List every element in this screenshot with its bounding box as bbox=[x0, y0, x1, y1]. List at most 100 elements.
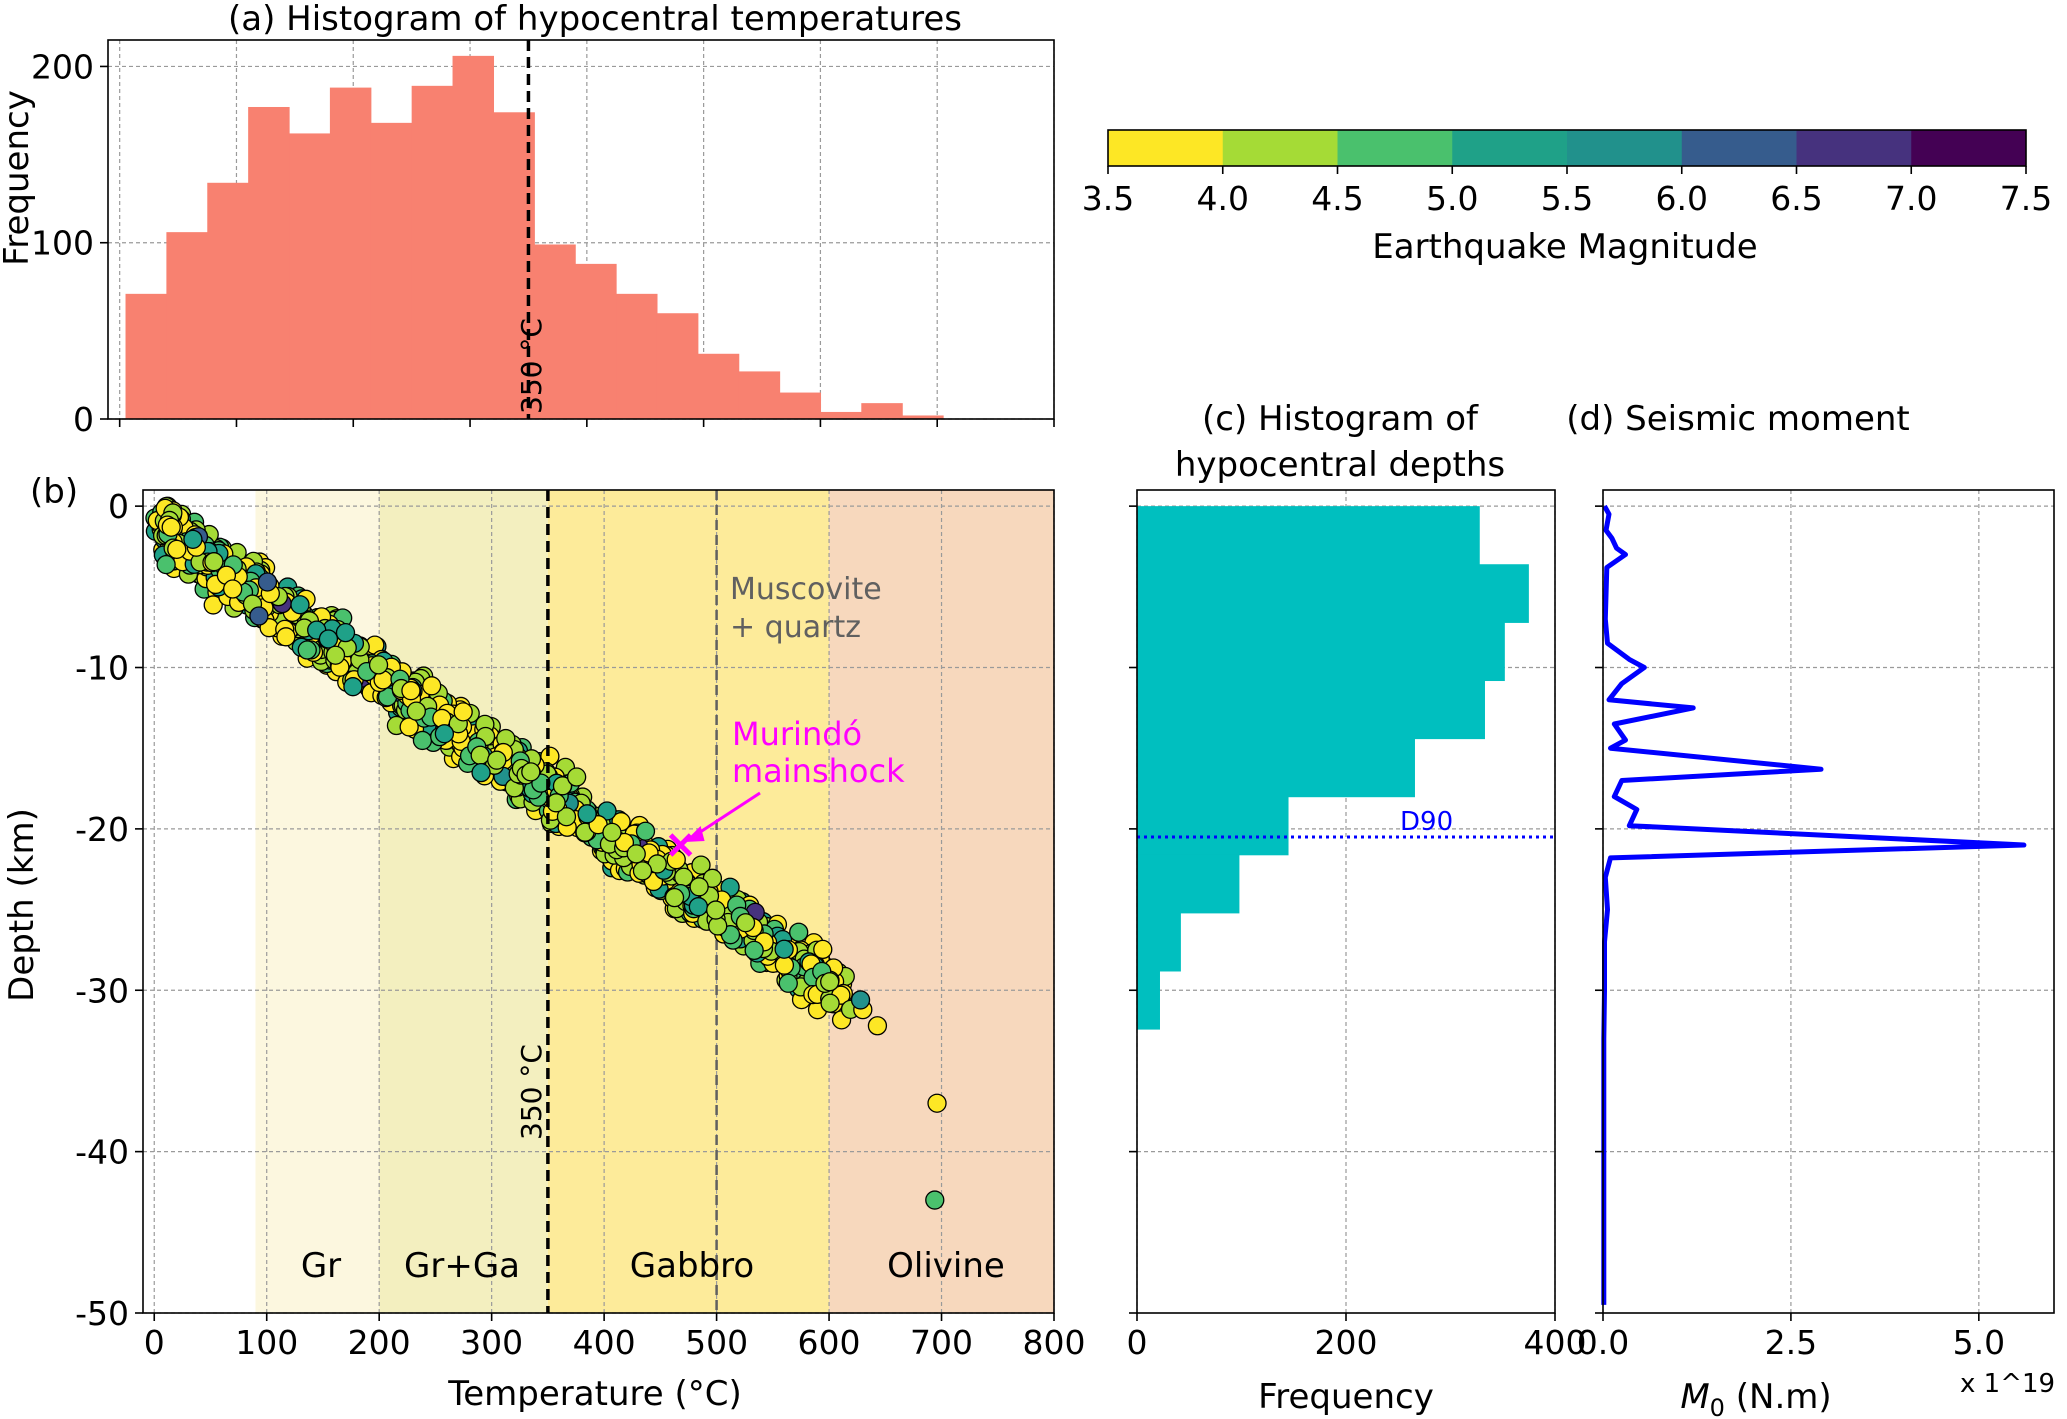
mainshock-label-1: Murindó bbox=[732, 715, 862, 753]
x-tick-label: 500 bbox=[685, 1323, 748, 1362]
hypocenter-point bbox=[664, 887, 685, 908]
xlabel-sub: 0 bbox=[1710, 1394, 1725, 1419]
colorbar-segment bbox=[1796, 130, 1912, 166]
panel-a-350-label: 350 °C bbox=[515, 318, 548, 414]
hypocenter-point bbox=[774, 955, 795, 975]
histogram-bar bbox=[1137, 796, 1289, 856]
hypocenter-point bbox=[867, 1016, 888, 1036]
y-tick-label: 0 bbox=[108, 487, 129, 526]
histogram-bar bbox=[861, 403, 903, 419]
panel-d-line: 0.0 2.5 5.0 bbox=[1577, 489, 2055, 1362]
colorbar-label: Earthquake Magnitude bbox=[1372, 227, 1757, 267]
panel-d-xlabel: M0 (N.m) bbox=[1680, 1377, 1831, 1419]
mainshock-label-2: mainshock bbox=[732, 752, 905, 790]
hypocenter-point bbox=[183, 529, 203, 550]
panel-b-350-label: 350 °C bbox=[515, 1044, 548, 1140]
moment-line bbox=[1601, 504, 2027, 1305]
panel-b-scatter: 0 100 200 300 400 500 600 700 800 0 -10 -20 -30 -40 -5… bbox=[75, 487, 1085, 1362]
panel-d-title: (d) Seismic moment bbox=[1566, 399, 1910, 439]
colorbar-tick-label: 5.0 bbox=[1426, 179, 1478, 218]
x-tick-label: 0.0 bbox=[1577, 1323, 1629, 1362]
hypocenter-point bbox=[706, 900, 726, 920]
histogram-bar bbox=[534, 244, 576, 419]
histogram-bar bbox=[370, 122, 413, 419]
panel-b-xlabel: Temperature (°C) bbox=[447, 1374, 741, 1414]
hypocenter-point bbox=[614, 832, 635, 853]
hypocenter-point bbox=[820, 993, 840, 1013]
panel-d-multiplier: x 1^19 bbox=[1960, 1369, 2055, 1399]
hypocenter-point bbox=[249, 606, 269, 626]
hypocenter-point bbox=[744, 940, 764, 961]
x-tick-label: 2.5 bbox=[1765, 1323, 1817, 1362]
hypocenter-point bbox=[223, 579, 243, 599]
colorbar-segment bbox=[1222, 130, 1338, 166]
x-tick-label: 600 bbox=[798, 1323, 861, 1362]
hypocenter-point bbox=[577, 804, 597, 824]
hypocenter-point bbox=[453, 702, 473, 722]
hypocenter-point bbox=[276, 627, 296, 647]
hypocenter-point bbox=[626, 844, 646, 864]
colorbar-tick-label: 5.5 bbox=[1541, 179, 1593, 218]
x-tick-label: 200 bbox=[1315, 1323, 1378, 1362]
colorbar-segment bbox=[1337, 130, 1453, 166]
colorbar-tick-label: 6.5 bbox=[1770, 179, 1822, 218]
hypocenter-point bbox=[167, 539, 187, 559]
histogram-bar bbox=[1137, 854, 1240, 914]
hypocenter-point bbox=[257, 572, 278, 592]
hypocenter-point bbox=[434, 724, 455, 744]
hypocenter-point bbox=[688, 897, 709, 917]
hypocenter-point bbox=[602, 822, 622, 843]
hypocenter-point bbox=[406, 701, 426, 721]
panel-c-histogram: 0 200 400 bbox=[1127, 489, 1587, 1362]
y-tick-label: 0 bbox=[73, 400, 94, 439]
hypocenter-point bbox=[850, 990, 871, 1010]
panel-b-ylabel: Depth (km) bbox=[2, 808, 42, 1002]
colorbar-tick-label: 3.5 bbox=[1082, 179, 1134, 218]
hypocenter-point bbox=[204, 552, 224, 572]
hypocenter-point bbox=[399, 717, 419, 737]
xlabel-m: M bbox=[1680, 1377, 1709, 1417]
y-tick-label: -10 bbox=[75, 649, 129, 688]
hypocenter-point bbox=[927, 1093, 947, 1113]
panel-b-label: (b) bbox=[30, 472, 78, 512]
hypocenter-point bbox=[487, 750, 507, 770]
hypocenter-point bbox=[632, 861, 653, 881]
histogram-bar bbox=[697, 353, 740, 419]
zone-olivine bbox=[829, 490, 1054, 1313]
hypocenter-point bbox=[521, 762, 541, 782]
hypocenter-point bbox=[156, 554, 176, 575]
xlabel-rest: (N.m) bbox=[1725, 1377, 1832, 1417]
histogram-bar bbox=[1137, 622, 1505, 682]
hypocenter-point bbox=[422, 676, 442, 696]
hypocenter-point bbox=[778, 973, 798, 993]
x-tick-label: 0 bbox=[1127, 1323, 1148, 1362]
y-tick-label: -30 bbox=[75, 971, 129, 1010]
colorbar-segment bbox=[1452, 130, 1568, 166]
zone-label-gabbro: Gabbro bbox=[630, 1246, 754, 1286]
x-tick-label: 0 bbox=[144, 1323, 165, 1362]
mainshock-arrow bbox=[691, 791, 761, 839]
zone-grga bbox=[379, 490, 548, 1313]
histogram-bar bbox=[1137, 912, 1181, 972]
hypocenter-point bbox=[674, 867, 694, 887]
hypocenter-point bbox=[556, 807, 577, 827]
histogram-bar bbox=[738, 371, 781, 419]
d90-label: D90 bbox=[1400, 807, 1453, 837]
hypocenter-point bbox=[203, 595, 223, 615]
panel-a-ylabel: Frequency bbox=[0, 90, 37, 266]
hypocenter-point bbox=[290, 595, 310, 615]
histogram-bar bbox=[289, 133, 331, 419]
panel-a-title: (a) Histogram of hypocentral temperature… bbox=[228, 0, 962, 39]
hypocenter-point bbox=[708, 916, 728, 936]
histogram-bar bbox=[1137, 738, 1415, 798]
hypocenter-point bbox=[546, 793, 566, 813]
hypocenter-point bbox=[813, 939, 833, 960]
muscovite-label-1: Muscovite bbox=[730, 572, 882, 607]
histogram-bar bbox=[248, 106, 290, 419]
x-tick-label: 300 bbox=[460, 1323, 523, 1362]
hypocenter-point bbox=[297, 640, 317, 660]
histogram-bar bbox=[656, 313, 699, 419]
x-tick-label: 400 bbox=[573, 1323, 636, 1362]
muscovite-label-2: + quartz bbox=[730, 610, 861, 645]
colorbar-segment bbox=[1911, 130, 2027, 166]
